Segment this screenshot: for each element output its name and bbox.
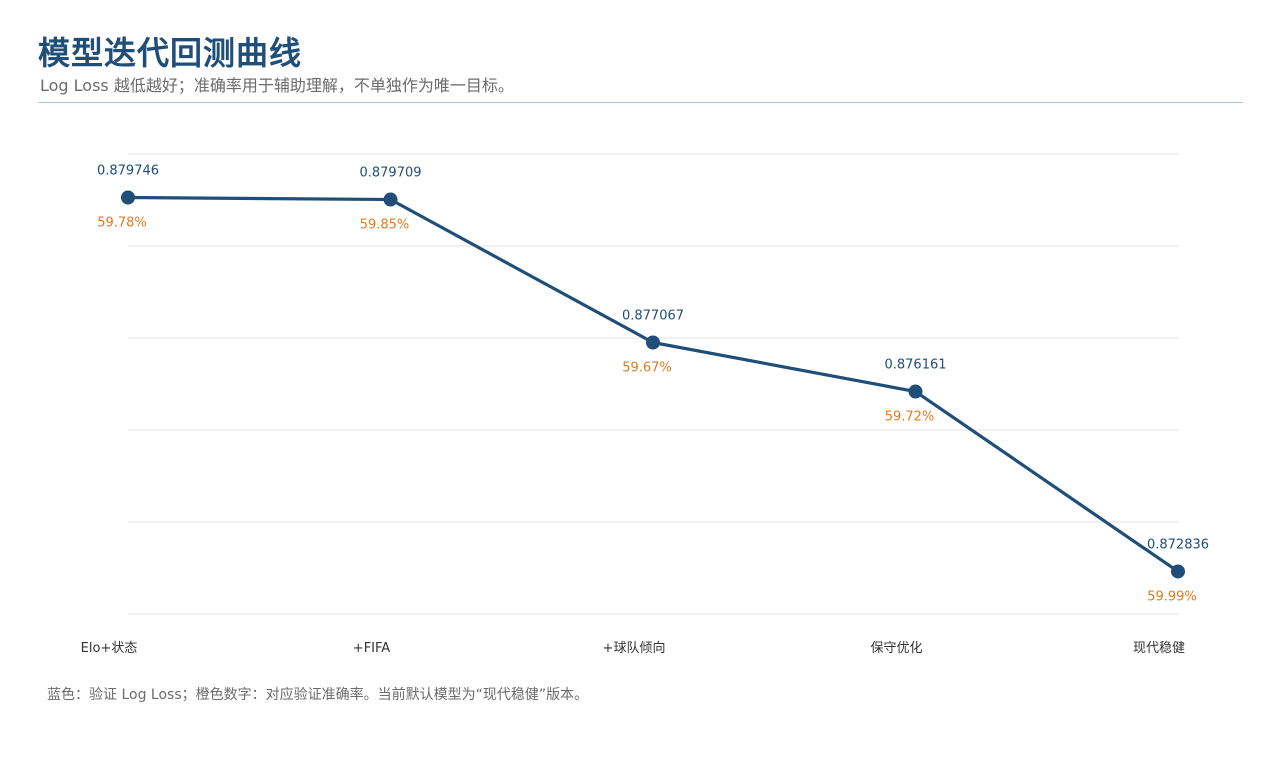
accuracy-label: 59.85%: [360, 218, 410, 233]
logloss-value-label: 0.876161: [884, 358, 946, 373]
x-axis-ticks: Elo+状态 +FIFA +球队倾向 保守优化 现代稳健: [81, 640, 1185, 656]
logloss-point: [908, 384, 923, 399]
x-tick-label: +FIFA: [353, 641, 390, 656]
accuracy-label: 59.67%: [622, 360, 672, 375]
header-divider: [38, 102, 1243, 103]
logloss-point: [646, 335, 660, 350]
chart-labels: 0.879746 59.78% 0.879709 59.85% 0.877067 59.6…: [97, 164, 1209, 605]
logloss-point: [1171, 564, 1185, 579]
x-tick-label: 现代稳健: [1133, 640, 1185, 656]
x-tick-label: +球队倾向: [603, 640, 666, 656]
x-tick-label: Elo+状态: [81, 641, 138, 656]
accuracy-label: 59.78%: [97, 216, 147, 231]
chart-footnote: 蓝色：验证 Log Loss；橙色数字：对应验证准确率。当前默认模型为“现代稳健…: [47, 687, 589, 703]
logloss-value-label: 0.879746: [97, 164, 159, 179]
chart-gridlines: [128, 153, 1178, 615]
logloss-line: [126, 195, 1180, 574]
x-tick-label: 保守优化: [870, 641, 922, 656]
logloss-value-label: 0.877067: [622, 308, 684, 323]
chart-series: [121, 190, 1185, 579]
logloss-point: [121, 190, 135, 205]
logloss-value-label: 0.879709: [359, 166, 421, 181]
accuracy-label: 59.72%: [885, 410, 935, 425]
logloss-value-label: 0.872836: [1147, 537, 1209, 552]
accuracy-label: 59.99%: [1147, 589, 1197, 604]
page-title: 模型迭代回测曲线: [38, 34, 303, 72]
logloss-point: [383, 192, 398, 207]
page-subtitle: Log Loss 越低越好；准确率用于辅助理解，不单独作为唯一目标。: [40, 76, 514, 95]
